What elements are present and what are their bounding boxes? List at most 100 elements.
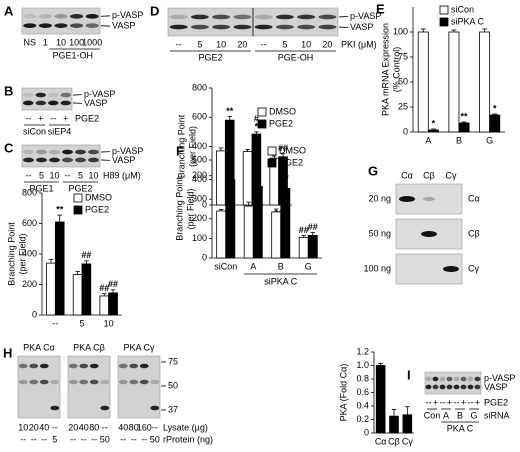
y-tick-label: 0.8 [356, 373, 369, 383]
blot-band [23, 14, 37, 19]
lane-label: -- [468, 397, 474, 407]
lane-label: -- [440, 397, 446, 407]
blot-band [150, 379, 160, 385]
band-label: VASP [84, 98, 107, 108]
x-tick-label: G [486, 135, 493, 145]
blot-band [68, 379, 78, 385]
y-tick-label: 400 [192, 174, 207, 184]
band-label: p-VASP [350, 11, 381, 21]
bar [280, 188, 291, 259]
y-axis-label: (per Field) [185, 188, 195, 229]
group-label: PGE2 [68, 183, 92, 193]
blot-band [467, 384, 474, 390]
band-label: p-VASP [84, 89, 115, 99]
lane-label: 80 [89, 422, 99, 432]
legend-swatch [257, 107, 267, 117]
y-tick-label: 1.0 [356, 360, 369, 370]
blot-band [318, 14, 337, 20]
blot-title: PKA Cβ [73, 342, 105, 352]
blot-band [85, 23, 99, 28]
legend-label: siCon [451, 4, 474, 14]
band-label: VASP [350, 22, 373, 32]
lane-label: 5 [78, 170, 83, 180]
blot-band [50, 379, 60, 385]
panel-letter: G [368, 163, 378, 178]
legend-swatch [439, 5, 449, 15]
panel-letter: H [3, 345, 12, 360]
lane-label: NS [24, 37, 37, 47]
significance-label: ** [461, 111, 469, 121]
lane-label: 20 [237, 39, 247, 49]
panel-letter: E [376, 1, 385, 16]
lane-label: -- [426, 397, 432, 407]
blot-band [443, 266, 459, 272]
lane-label: -- [131, 434, 137, 444]
blot-band [38, 14, 52, 19]
y-tick-label: 200 [192, 170, 207, 180]
y-tick-label: 50 [398, 76, 408, 86]
row-label: siRNA [484, 410, 510, 420]
blot-band [18, 363, 28, 369]
y-tick-label: 500 [192, 154, 207, 164]
isoform-label: Cα [468, 193, 480, 203]
x-tick-label: 5 [79, 318, 84, 328]
blot-band [297, 24, 316, 30]
blot-band [439, 384, 446, 390]
lane-label: 40 [39, 422, 49, 432]
y-axis-label: Branching Point [176, 114, 186, 178]
band-label: VASP [112, 155, 135, 165]
x-tick-label: B [278, 261, 284, 271]
lane-label: -- [25, 113, 31, 123]
blot-band [233, 24, 252, 30]
blot-band [139, 363, 149, 369]
bar [81, 263, 92, 316]
significance-label: ## [278, 143, 288, 153]
significance-label: ## [108, 279, 118, 289]
lane-label: + [475, 397, 480, 407]
group-label: PGE-OH [278, 52, 314, 62]
significance-label: ** [254, 172, 262, 182]
band-label: p-VASP [484, 373, 515, 383]
lane-label: + [63, 113, 68, 123]
blot-band [190, 14, 209, 20]
blot-band [100, 405, 110, 411]
row-label: rProtein (ng) [163, 434, 213, 444]
y-tick-label: 0 [364, 427, 369, 437]
blot-band [35, 92, 46, 98]
lane-label: -- [261, 39, 267, 49]
legend-label: DMSO [279, 145, 306, 155]
lane-label: 100 [69, 37, 84, 47]
lane-label: -- [102, 422, 108, 432]
blot-band [233, 14, 252, 20]
blot-band [68, 363, 78, 369]
legend-label: PGE2 [269, 118, 293, 128]
blot-band [18, 379, 28, 385]
lane-label: 1 [43, 37, 48, 47]
panel-letter: F [176, 143, 184, 158]
panel-letter: I [407, 367, 411, 382]
blot-band [48, 100, 59, 106]
legend-swatch [73, 205, 83, 215]
y-tick-label: 0.2 [356, 414, 369, 424]
blot-band [75, 149, 86, 155]
lane-label: 160 [137, 422, 152, 432]
y-tick-label: 0 [202, 199, 207, 209]
legend-swatch [257, 119, 267, 129]
blot-band [439, 376, 446, 382]
lane-label: -- [26, 170, 32, 180]
bar [298, 237, 309, 259]
marker-label: 37 [168, 404, 178, 414]
bar [108, 292, 118, 316]
bar [225, 179, 236, 259]
panel-letter: A [4, 3, 14, 18]
isoform-label: Cγ [468, 263, 479, 273]
bar [242, 151, 253, 206]
treatment-label: H89 (μM) [103, 170, 141, 180]
blot-band [467, 376, 474, 382]
blot-image [21, 87, 73, 111]
lane-label: 10 [56, 37, 66, 47]
lane-label: 40 [79, 422, 89, 432]
y-tick-label: 75 [398, 51, 408, 61]
blot-band [50, 405, 60, 411]
lane-label: 5 [39, 170, 44, 180]
